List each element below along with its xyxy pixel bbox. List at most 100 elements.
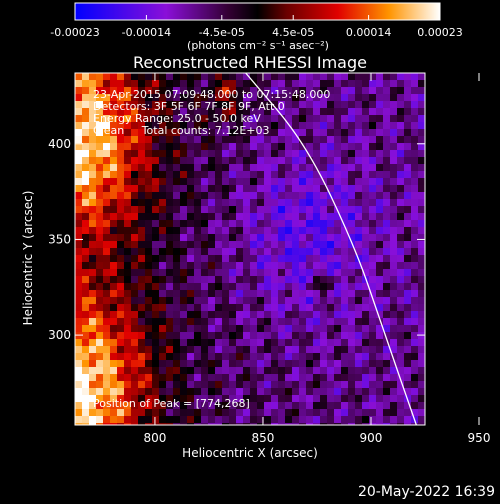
heatmap-cell — [110, 388, 118, 396]
heatmap-cell — [180, 353, 188, 361]
x-tick-label: 850 — [252, 431, 275, 445]
heatmap-cell — [187, 206, 195, 214]
heatmap-cell — [404, 157, 412, 165]
heatmap-cell — [124, 213, 132, 221]
heatmap-cell — [159, 276, 167, 284]
heatmap-cell — [138, 332, 146, 340]
heatmap-cell — [355, 199, 363, 207]
heatmap-cell — [411, 171, 419, 179]
heatmap-cell — [271, 157, 279, 165]
heatmap-cell — [145, 206, 153, 214]
heatmap-cell — [320, 122, 328, 130]
heatmap-cell — [145, 150, 153, 158]
heatmap-cell — [89, 311, 97, 319]
heatmap-cell — [250, 227, 258, 235]
heatmap-cell — [278, 325, 286, 333]
heatmap-cell — [257, 108, 265, 116]
heatmap-cell — [103, 164, 111, 172]
heatmap-cell — [327, 248, 335, 256]
heatmap-cell — [390, 143, 398, 151]
heatmap-cell — [124, 94, 132, 102]
heatmap-cell — [159, 353, 167, 361]
heatmap-cell — [138, 311, 146, 319]
peak-position-label: Position of Peak = [774,268] — [93, 397, 250, 410]
heatmap-cell — [131, 234, 139, 242]
x-tick-label: 950 — [468, 431, 491, 445]
heatmap-cell — [292, 143, 300, 151]
heatmap-cell — [236, 325, 244, 333]
heatmap-cell — [229, 318, 237, 326]
heatmap-cell — [222, 311, 230, 319]
heatmap-cell — [285, 409, 293, 417]
heatmap-cell — [75, 332, 83, 340]
heatmap-cell — [145, 353, 153, 361]
heatmap-cell — [250, 143, 258, 151]
heatmap-cell — [355, 297, 363, 305]
heatmap-cell — [75, 416, 83, 424]
heatmap-cell — [264, 255, 272, 263]
heatmap-cell — [250, 73, 258, 81]
heatmap-cell — [166, 311, 174, 319]
heatmap-cell — [215, 332, 223, 340]
heatmap-cell — [201, 136, 209, 144]
heatmap-cell — [390, 73, 398, 81]
heatmap-cell — [313, 276, 321, 284]
heatmap-cell — [278, 171, 286, 179]
heatmap-cell — [327, 185, 335, 193]
heatmap-cell — [201, 87, 209, 95]
heatmap-cell — [173, 129, 181, 137]
heatmap-cell — [145, 367, 153, 375]
heatmap-cell — [278, 423, 286, 425]
heatmap-cell — [145, 227, 153, 235]
heatmap-cell — [292, 318, 300, 326]
heatmap-cell — [320, 164, 328, 172]
heatmap-cell — [173, 227, 181, 235]
heatmap-cell — [124, 318, 132, 326]
heatmap-cell — [390, 311, 398, 319]
heatmap-cell — [313, 101, 321, 109]
heatmap-cell — [229, 171, 237, 179]
heatmap-cell — [404, 108, 412, 116]
heatmap-cell — [278, 269, 286, 277]
heatmap-cell — [320, 311, 328, 319]
heatmap-cell — [257, 339, 265, 347]
heatmap-cell — [362, 213, 370, 221]
heatmap-cell — [306, 136, 314, 144]
heatmap-cell — [278, 143, 286, 151]
heatmap-cell — [89, 185, 97, 193]
heatmap-cell — [362, 402, 370, 410]
heatmap-cell — [411, 388, 419, 396]
heatmap-cell — [376, 80, 384, 88]
heatmap-cell — [376, 73, 384, 81]
heatmap-cell — [264, 94, 272, 102]
heatmap-cell — [411, 339, 419, 347]
heatmap-cell — [292, 360, 300, 368]
heatmap-cell — [173, 409, 181, 417]
heatmap-cell — [201, 157, 209, 165]
heatmap-cell — [313, 360, 321, 368]
heatmap-cell — [110, 122, 118, 130]
heatmap-cell — [75, 164, 83, 172]
heatmap-cell — [250, 360, 258, 368]
heatmap-cell — [82, 94, 90, 102]
heatmap-cell — [89, 381, 97, 389]
heatmap-cell — [390, 297, 398, 305]
heatmap-cell — [390, 87, 398, 95]
heatmap-cell — [362, 388, 370, 396]
heatmap-cell — [215, 241, 223, 249]
heatmap-cell — [222, 150, 230, 158]
heatmap-cell — [103, 402, 111, 410]
heatmap-cell — [271, 213, 279, 221]
heatmap-cell — [75, 297, 83, 305]
heatmap-cell — [103, 297, 111, 305]
heatmap-cell — [299, 143, 307, 151]
heatmap-cell — [187, 255, 195, 263]
heatmap-cell — [159, 80, 167, 88]
heatmap-cell — [383, 164, 391, 172]
heatmap-cell — [390, 283, 398, 291]
heatmap-cell — [390, 374, 398, 382]
heatmap-cell — [145, 262, 153, 270]
heatmap-cell — [383, 122, 391, 130]
heatmap-cell — [208, 283, 216, 291]
heatmap-cell — [369, 185, 377, 193]
